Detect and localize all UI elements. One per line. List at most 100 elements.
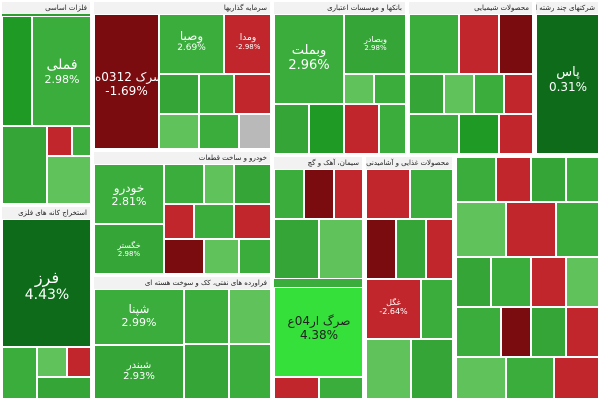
tile-block[interactable] xyxy=(319,219,362,279)
tile-vamada[interactable]: ومدا -2.98% xyxy=(224,14,270,74)
tile-block[interactable] xyxy=(319,377,362,398)
tile-block[interactable] xyxy=(304,169,334,219)
tile-block[interactable] xyxy=(239,114,270,148)
tile-block[interactable] xyxy=(239,239,270,273)
tile-block[interactable] xyxy=(409,114,459,153)
tile-vsaba[interactable]: وصبا 2.69% xyxy=(159,14,224,74)
tile-vbmellat[interactable]: وبملت 2.96% xyxy=(274,14,344,104)
tile-block[interactable] xyxy=(366,339,411,398)
tile-shepna[interactable]: شپنا 2.99% xyxy=(94,289,184,345)
sector-metal-ores[interactable]: استخراج کانه های فلزی فرز 4.43% xyxy=(0,205,92,400)
tile-block[interactable] xyxy=(531,257,566,307)
tile-block[interactable] xyxy=(274,219,319,279)
sector-investments[interactable]: سرمایه گذاریها سرک 0312ه -1.69% وصبا 2.6… xyxy=(92,0,272,150)
tile-foolad[interactable] xyxy=(2,16,32,126)
tile-block[interactable] xyxy=(456,157,496,202)
tile-block[interactable] xyxy=(234,74,270,114)
tile-shbandar[interactable]: شبندر 2.93% xyxy=(94,345,184,398)
sector-mosaic[interactable] xyxy=(454,155,600,400)
tile-block[interactable] xyxy=(199,114,239,148)
tile-block[interactable] xyxy=(47,126,72,156)
tile-block[interactable] xyxy=(379,104,405,153)
tile-block[interactable] xyxy=(274,169,304,219)
tile-block[interactable] xyxy=(531,157,566,202)
tile-block[interactable] xyxy=(444,74,474,114)
tile-block[interactable] xyxy=(456,357,506,398)
tile-block[interactable] xyxy=(37,347,67,377)
sector-banks[interactable]: بانکها و موسسات اعتباری وبملت 2.96% وبصا… xyxy=(272,0,407,155)
tile-block[interactable] xyxy=(2,347,37,398)
sector-basic-metals[interactable]: فلزات اساسی فملی 2.98% xyxy=(0,0,92,205)
tile-block[interactable] xyxy=(334,169,362,219)
tile-block[interactable] xyxy=(309,104,344,153)
tile-block[interactable] xyxy=(496,157,531,202)
tile-khgostar[interactable]: خگستر 2.98% xyxy=(94,224,164,273)
tile-farz[interactable]: فرز 4.43% xyxy=(2,219,90,347)
tile-block[interactable] xyxy=(556,202,598,257)
tile-block[interactable] xyxy=(344,104,379,153)
tile-block[interactable] xyxy=(409,14,459,74)
tile-srk[interactable]: سرک 0312ه -1.69% xyxy=(94,14,159,148)
tile-block[interactable] xyxy=(164,239,204,273)
tile-block[interactable] xyxy=(421,279,452,339)
tile-block[interactable] xyxy=(499,114,532,153)
tile-block[interactable] xyxy=(506,202,556,257)
tile-block[interactable] xyxy=(504,74,532,114)
tile-ghgol[interactable]: غگل -2.64% xyxy=(366,279,421,339)
tile-block[interactable] xyxy=(566,307,598,357)
tile-block[interactable] xyxy=(184,344,229,398)
tile-khodro[interactable]: خودرو 2.81% xyxy=(94,164,164,224)
tile-block[interactable] xyxy=(366,169,410,219)
tile-block[interactable] xyxy=(554,357,598,398)
sector-chemicals[interactable]: محصولات شیمیایی xyxy=(407,0,534,155)
sector-automotive[interactable]: خودرو و ساخت قطعات خودرو 2.81% خگستر 2.9… xyxy=(92,150,272,275)
tile-block[interactable] xyxy=(566,257,598,307)
tile-block[interactable] xyxy=(204,239,239,273)
tile-block[interactable] xyxy=(566,157,598,202)
tile-block[interactable] xyxy=(229,344,270,398)
tile-block[interactable] xyxy=(184,289,229,344)
tile-block[interactable] xyxy=(72,126,90,156)
tile-block[interactable] xyxy=(474,74,504,114)
tile-block[interactable] xyxy=(456,202,506,257)
tile-block[interactable] xyxy=(234,164,270,204)
tile-block[interactable] xyxy=(67,347,90,377)
tile-block[interactable] xyxy=(344,74,374,104)
sector-multi-industry[interactable]: شرکتهای چند رشته ای صنعتی پاس 0.31% xyxy=(534,0,600,155)
tile-block[interactable] xyxy=(501,307,531,357)
tile-sorg[interactable]: صرگ ار04ع 4.38% xyxy=(274,287,362,377)
sector-petroleum-products[interactable]: فراورده های نفتی، کک و سوخت هسته ای شپنا… xyxy=(92,275,272,400)
tile-block[interactable] xyxy=(234,204,270,239)
tile-block[interactable] xyxy=(506,357,554,398)
tile-block[interactable] xyxy=(499,14,532,74)
tile-block[interactable] xyxy=(491,257,531,307)
tile-block[interactable] xyxy=(456,307,501,357)
tile-block[interactable] xyxy=(164,204,194,239)
tile-block[interactable] xyxy=(37,377,90,398)
tile-vbsader[interactable]: وبصادر 2.98% xyxy=(344,14,405,74)
tile-block[interactable] xyxy=(274,377,319,398)
tile-block[interactable] xyxy=(410,169,452,219)
tile-block[interactable] xyxy=(409,74,444,114)
tile-block[interactable] xyxy=(204,164,234,204)
sector-food[interactable]: محصولات غذایی و آشامیدنی غگل -2.64% xyxy=(364,155,454,400)
tile-block[interactable] xyxy=(426,219,452,279)
tile-block[interactable] xyxy=(459,14,499,74)
sector-cement[interactable]: سیمان، آهک و گچ صرگ ار04ع 4.38% xyxy=(272,155,364,400)
tile-block[interactable] xyxy=(199,74,234,114)
tile-block[interactable] xyxy=(159,74,199,114)
tile-block[interactable] xyxy=(411,339,452,398)
tile-block[interactable] xyxy=(396,219,426,279)
tile-block[interactable] xyxy=(374,74,405,104)
tile-block[interactable] xyxy=(164,164,204,204)
tile-block[interactable] xyxy=(456,257,491,307)
tile-block[interactable] xyxy=(229,289,270,344)
tile-block[interactable] xyxy=(2,126,47,203)
tile-block[interactable] xyxy=(47,156,90,203)
tile-block[interactable] xyxy=(366,219,396,279)
tile-block[interactable] xyxy=(531,307,566,357)
tile-block[interactable] xyxy=(159,114,199,148)
tile-pas[interactable]: پاس 0.31% xyxy=(536,14,598,153)
tile-block[interactable] xyxy=(274,104,309,153)
tile-fmeli[interactable]: فملی 2.98% xyxy=(32,16,90,126)
